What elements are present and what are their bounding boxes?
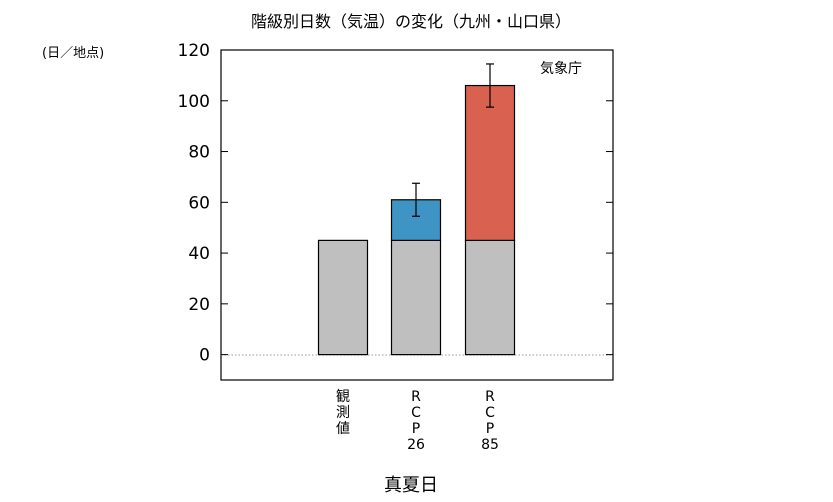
bar-increase-rcp85 xyxy=(464,84,516,241)
x-category-label-rcp26: R xyxy=(411,389,421,405)
bar-baseline-rcp26 xyxy=(390,239,442,356)
x-category-label-rcp26: P xyxy=(412,421,420,437)
x-category-label-rcp85: P xyxy=(486,421,494,437)
plot-frame xyxy=(220,49,614,381)
bars-group xyxy=(317,84,516,356)
y-tick-label: 0 xyxy=(199,346,210,366)
x-axis-title: 真夏日 xyxy=(384,475,438,496)
y-tick-label: 100 xyxy=(178,92,210,112)
x-category-label-rcp85: C xyxy=(485,405,495,421)
y-unit-label: (日／地点) xyxy=(42,46,104,61)
chart-title: 階級別日数（気温）の変化（九州・山口県） xyxy=(251,12,571,31)
x-category-label-rcp85: 85 xyxy=(481,437,499,453)
x-category-label-obs: 観 xyxy=(336,388,350,405)
y-tick-label: 60 xyxy=(188,193,210,213)
x-category-label-rcp26: C xyxy=(411,405,421,421)
y-axis: 0 20 40 60 80 100 120 xyxy=(178,41,613,366)
y-tick-label: 40 xyxy=(188,244,210,264)
credit-label: 気象庁 xyxy=(540,61,582,77)
x-category-label-rcp26: 26 xyxy=(407,437,425,453)
bar-baseline-obs xyxy=(317,239,369,356)
bar-baseline-rcp85 xyxy=(464,239,516,356)
y-tick-label: 120 xyxy=(178,41,210,61)
y-tick-label: 20 xyxy=(188,295,210,315)
x-category-label-obs: 測 xyxy=(336,405,350,421)
x-category-label-rcp85: R xyxy=(485,389,495,405)
x-category-label-obs: 値 xyxy=(336,421,350,437)
y-tick-label: 80 xyxy=(188,143,210,163)
error-bars-group xyxy=(412,63,494,217)
